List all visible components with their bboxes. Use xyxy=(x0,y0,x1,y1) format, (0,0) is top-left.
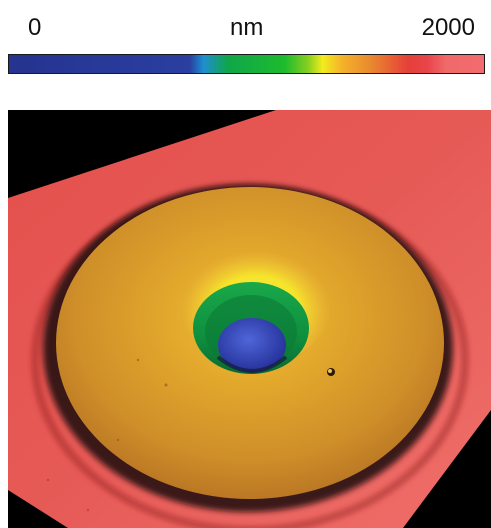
particle-highlight xyxy=(328,369,332,373)
scale-min-label: 0 xyxy=(28,14,42,41)
well-bottom xyxy=(218,318,286,372)
surface-speck xyxy=(116,438,120,442)
surface-speck xyxy=(136,358,140,362)
surface-speck xyxy=(86,508,90,512)
well-rim-shadow xyxy=(216,355,288,373)
afm-3d-surface-image xyxy=(8,110,491,528)
scale-unit-label: nm xyxy=(230,14,264,41)
scale-max-label: 2000 xyxy=(421,14,475,41)
surface-speck xyxy=(46,478,50,482)
color-scale-bar xyxy=(8,54,485,74)
surface-speck xyxy=(164,383,168,387)
